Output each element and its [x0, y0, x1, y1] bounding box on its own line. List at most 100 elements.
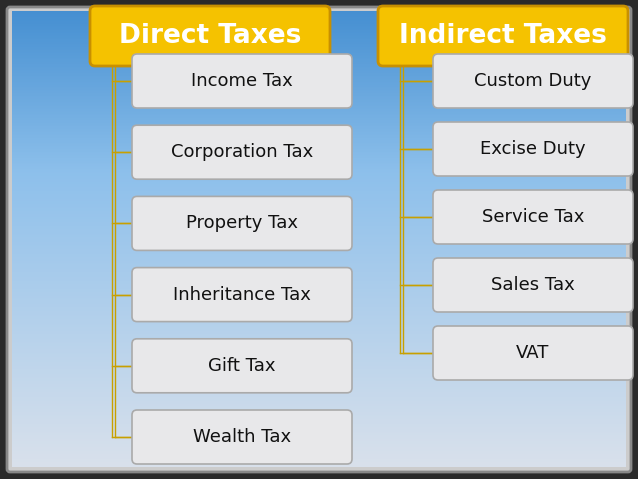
Text: Inheritance Tax: Inheritance Tax [173, 285, 311, 304]
Bar [12, 231, 626, 233]
Bar [12, 413, 626, 415]
Bar [12, 355, 626, 357]
Bar [12, 371, 626, 373]
Bar [12, 219, 626, 221]
Bar [12, 365, 626, 367]
Bar [12, 178, 626, 180]
Bar [12, 214, 626, 216]
Bar [12, 342, 626, 344]
Bar [12, 125, 626, 126]
Bar [12, 196, 626, 198]
Bar [12, 56, 626, 58]
Bar [12, 392, 626, 394]
Bar [12, 281, 626, 283]
Bar [12, 415, 626, 417]
Bar [12, 243, 626, 245]
Bar [12, 181, 626, 183]
FancyBboxPatch shape [433, 326, 633, 380]
Bar [12, 390, 626, 392]
Bar [12, 334, 626, 336]
Bar [12, 464, 626, 466]
Bar [12, 285, 626, 288]
Bar [12, 171, 626, 174]
Bar [12, 322, 626, 324]
Bar [12, 134, 626, 136]
Bar [12, 395, 626, 397]
Bar [12, 27, 626, 29]
Bar [12, 140, 626, 142]
Text: Gift Tax: Gift Tax [208, 357, 276, 375]
Bar [12, 296, 626, 298]
FancyBboxPatch shape [132, 125, 352, 179]
Bar [12, 381, 626, 383]
Bar [12, 241, 626, 243]
Bar [12, 276, 626, 278]
Bar [12, 394, 626, 396]
Bar [12, 199, 626, 201]
Bar [12, 132, 626, 134]
Bar [12, 109, 626, 111]
Bar [12, 161, 626, 163]
Bar [12, 453, 626, 455]
Bar [12, 436, 626, 438]
Bar [12, 173, 626, 175]
Bar [12, 194, 626, 196]
Bar [12, 360, 626, 362]
Bar [12, 341, 626, 342]
Bar [12, 23, 626, 25]
Bar [12, 237, 626, 239]
Bar [12, 79, 626, 81]
Bar [12, 59, 626, 61]
Bar [12, 271, 626, 273]
Bar [12, 222, 626, 224]
Bar [12, 87, 626, 89]
Bar [12, 304, 626, 306]
Bar [12, 141, 626, 143]
FancyBboxPatch shape [433, 54, 633, 108]
Bar [12, 434, 626, 436]
Bar [12, 348, 626, 350]
Bar [12, 275, 626, 277]
Bar [12, 302, 626, 304]
Bar [12, 456, 626, 458]
Bar [12, 100, 626, 102]
Bar [12, 447, 626, 449]
Bar [12, 113, 626, 114]
Bar [12, 313, 626, 315]
Bar [12, 138, 626, 140]
Bar [12, 388, 626, 389]
Bar [12, 227, 626, 228]
Bar [12, 92, 626, 94]
Bar [12, 166, 626, 168]
Bar [12, 257, 626, 259]
Bar [12, 85, 626, 87]
Bar [12, 149, 626, 151]
Bar [12, 73, 626, 75]
Bar [12, 170, 626, 172]
Bar [12, 445, 626, 447]
Bar [12, 20, 626, 22]
Bar [12, 363, 626, 365]
Bar [12, 148, 626, 149]
Bar [12, 175, 626, 177]
Bar [12, 167, 626, 169]
Bar [12, 102, 626, 104]
Bar [12, 202, 626, 204]
Bar [12, 410, 626, 412]
Bar [12, 295, 626, 297]
Text: Corporation Tax: Corporation Tax [171, 143, 313, 161]
Bar [12, 404, 626, 406]
Bar [12, 336, 626, 338]
Bar [12, 368, 626, 370]
Bar [12, 249, 626, 251]
Bar [12, 398, 626, 400]
Bar [12, 299, 626, 301]
Bar [12, 359, 626, 361]
Bar [12, 319, 626, 321]
Bar [12, 225, 626, 227]
Bar [12, 76, 626, 78]
Bar [12, 292, 626, 294]
Bar [12, 162, 626, 164]
Bar [12, 146, 626, 148]
Bar [12, 210, 626, 212]
